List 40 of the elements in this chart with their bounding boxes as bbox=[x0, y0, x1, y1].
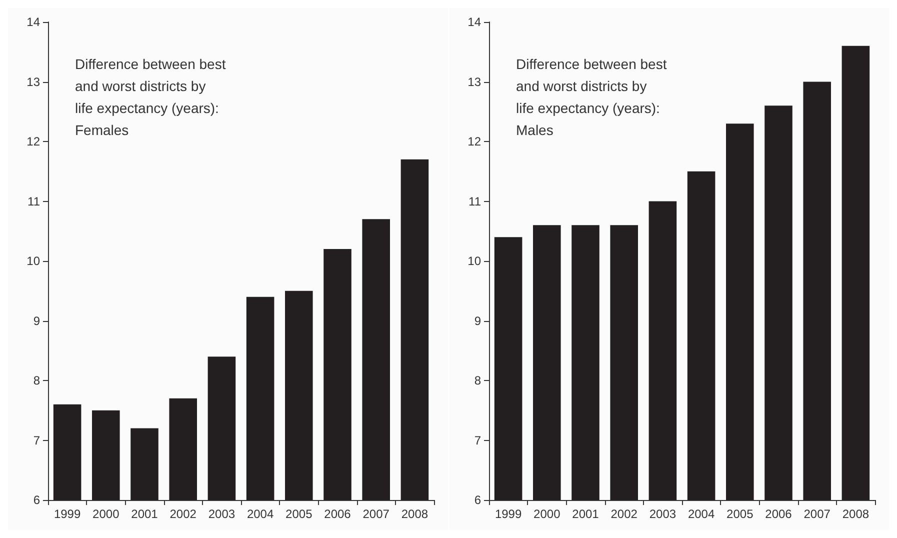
y-tick-label: 12 bbox=[468, 134, 482, 148]
y-tick-label: 14 bbox=[26, 15, 40, 29]
x-tick-label: 2002 bbox=[610, 507, 638, 521]
x-tick-label: 2005 bbox=[286, 507, 313, 521]
y-tick-label: 10 bbox=[468, 254, 482, 268]
x-tick-label: 2003 bbox=[649, 507, 676, 521]
x-tick-label: 2000 bbox=[534, 507, 561, 521]
y-tick-label: 6 bbox=[33, 493, 40, 507]
text: Difference between best and worst districts by life expectancy (years): Males bbox=[516, 56, 667, 138]
y-tick-label: 11 bbox=[28, 194, 40, 208]
y-tick-label: 8 bbox=[474, 374, 482, 388]
y-tick-label: 8 bbox=[33, 374, 40, 388]
x-tick-label: 2000 bbox=[92, 507, 120, 521]
x-tick-label: 2007 bbox=[804, 507, 831, 521]
y-tick-label: 12 bbox=[26, 134, 40, 148]
y-tick-label: 13 bbox=[468, 74, 482, 89]
x-tick-label: 1999 bbox=[54, 507, 81, 521]
x-tick-label: 2006 bbox=[765, 507, 792, 521]
x-tick-label: 2004 bbox=[246, 507, 274, 521]
text: Difference between best and worst districts by life expectancy (years): Females bbox=[75, 56, 226, 138]
y-tick-label: 6 bbox=[474, 493, 482, 507]
x-tick-label: 2008 bbox=[401, 507, 428, 521]
x-tick-label: 1999 bbox=[494, 507, 522, 521]
x-tick-label: 2007 bbox=[362, 507, 390, 521]
y-tick-label: 10 bbox=[26, 254, 40, 268]
y-tick-label: 7 bbox=[33, 433, 40, 448]
y-tick-label: 13 bbox=[26, 74, 40, 89]
y-tick-label: 9 bbox=[33, 314, 40, 328]
x-tick-label: 2004 bbox=[688, 507, 715, 521]
x-tick-label: 2001 bbox=[131, 507, 158, 521]
y-tick-label: 9 bbox=[474, 314, 482, 328]
y-tick-label: 11 bbox=[468, 194, 482, 208]
x-tick-label: 2003 bbox=[208, 507, 236, 521]
y-tick-label: 14 bbox=[468, 15, 482, 29]
x-tick-label: 2001 bbox=[572, 507, 600, 521]
x-tick-label: 2008 bbox=[842, 507, 870, 521]
x-tick-label: 2002 bbox=[170, 507, 197, 521]
y-tick-label: 7 bbox=[474, 433, 482, 448]
x-tick-label: 2006 bbox=[324, 507, 352, 521]
x-tick-label: 2005 bbox=[726, 507, 754, 521]
